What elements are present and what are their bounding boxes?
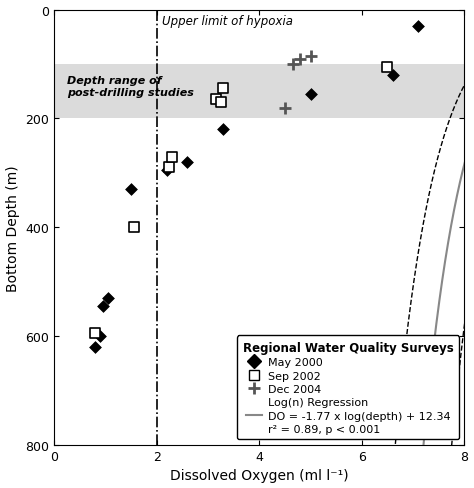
Point bbox=[163, 167, 171, 175]
Point bbox=[307, 53, 314, 61]
Point bbox=[289, 61, 296, 69]
Point bbox=[91, 344, 99, 351]
Point bbox=[91, 330, 99, 338]
Point bbox=[219, 85, 227, 93]
Y-axis label: Bottom Depth (m): Bottom Depth (m) bbox=[6, 164, 19, 291]
Point bbox=[165, 164, 173, 172]
Point bbox=[281, 104, 289, 112]
Point bbox=[307, 91, 314, 99]
Point bbox=[389, 72, 396, 80]
Point bbox=[96, 332, 104, 340]
Point bbox=[104, 295, 112, 303]
X-axis label: Dissolved Oxygen (ml l⁻¹): Dissolved Oxygen (ml l⁻¹) bbox=[170, 468, 348, 483]
Point bbox=[414, 23, 422, 31]
Point bbox=[383, 63, 391, 71]
Point bbox=[212, 96, 219, 104]
Bar bbox=[54, 65, 465, 119]
Point bbox=[130, 224, 137, 232]
Legend: May 2000, Sep 2002, Dec 2004, Log(n) Regression, DO = -1.77 x log(depth) + 12.34: May 2000, Sep 2002, Dec 2004, Log(n) Reg… bbox=[237, 336, 459, 440]
Point bbox=[217, 99, 225, 107]
Text: Depth range of
post-drilling studies: Depth range of post-drilling studies bbox=[67, 76, 194, 98]
Text: Upper limit of hypoxia: Upper limit of hypoxia bbox=[162, 15, 293, 28]
Point bbox=[127, 186, 135, 194]
Point bbox=[296, 56, 304, 63]
Point bbox=[219, 126, 227, 134]
Point bbox=[168, 153, 176, 161]
Point bbox=[183, 159, 191, 166]
Point bbox=[99, 303, 107, 310]
